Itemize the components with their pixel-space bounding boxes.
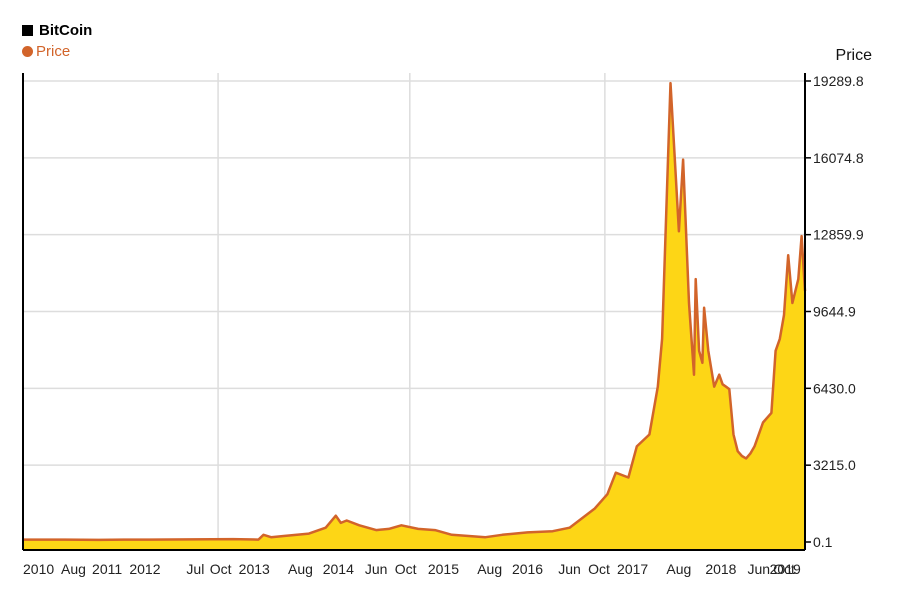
y-tick-label: 12859.9: [813, 227, 864, 243]
price-line: [23, 81, 807, 542]
x-tick-label: Jun: [747, 561, 770, 577]
y-axis-title: Price: [836, 47, 873, 64]
y-tick-label: 3215.0: [813, 457, 856, 473]
price-area-fill: [23, 83, 805, 550]
x-tick-label: 2014: [323, 561, 354, 577]
y-tick-label: 6430.0: [813, 380, 856, 396]
legend-title-row: BitCoin: [22, 20, 92, 41]
x-tick-label: Aug: [61, 561, 86, 577]
x-tick-label: 2012: [129, 561, 160, 577]
y-tick-label: 9644.9: [813, 304, 856, 320]
legend-series-label[interactable]: Price: [36, 43, 71, 60]
x-tick-label: 2013: [239, 561, 270, 577]
legend-title: BitCoin: [39, 22, 93, 39]
legend-square-icon: [22, 25, 33, 36]
x-axis-ticks: 2010 Aug 2011 2012 Jul Oct 2013 Aug 2014 Jun Oct 20…: [23, 561, 801, 577]
x-tick-label: 2010: [23, 561, 54, 577]
x-tick-label: Oct: [773, 561, 795, 577]
x-tick-label: Jun: [558, 561, 581, 577]
x-tick-label: Aug: [666, 561, 691, 577]
y-tick-label: 16074.8: [813, 150, 864, 166]
legend: BitCoin Price: [22, 20, 92, 62]
x-tick-label: 2018: [705, 561, 736, 577]
legend-dot-icon: [22, 46, 33, 57]
grid: [23, 73, 805, 550]
y-tick-label: 0.1: [813, 534, 833, 550]
x-tick-label: Oct: [395, 561, 417, 577]
x-tick-label: Jun: [365, 561, 388, 577]
y-axis-ticks: 0.1 3215.0 6430.0 9644.9 12859.9 16074.8 19289…: [805, 73, 864, 550]
x-tick-label: Aug: [477, 561, 502, 577]
y-tick-label: 19289.8: [813, 73, 864, 89]
x-tick-label: Aug: [288, 561, 313, 577]
x-tick-label: Oct: [588, 561, 610, 577]
x-tick-label: 2011: [92, 561, 122, 577]
x-tick-label: Jul: [186, 561, 204, 577]
legend-series-row[interactable]: Price: [22, 41, 92, 62]
x-tick-label: 2019: [770, 561, 801, 577]
x-tick-label: Oct: [210, 561, 232, 577]
x-tick-label: 2016: [512, 561, 543, 577]
x-tick-label: 2017: [617, 561, 648, 577]
x-tick-label: 2015: [428, 561, 459, 577]
